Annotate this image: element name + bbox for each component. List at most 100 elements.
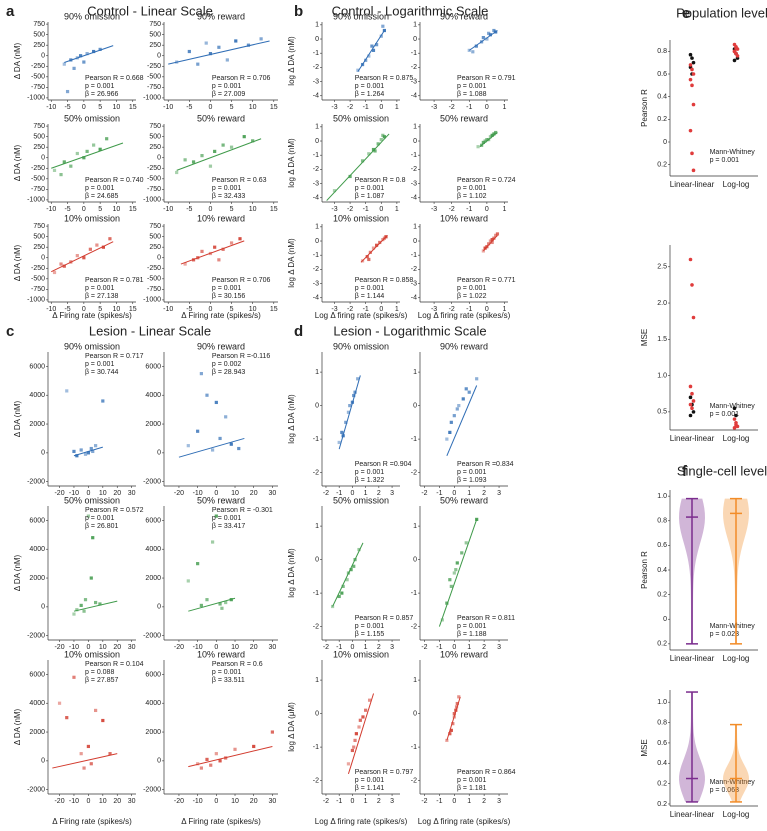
y-tick-label: 0 <box>413 238 417 245</box>
point <box>690 151 694 156</box>
x-tick-label: 1 <box>395 306 399 313</box>
fit-line <box>180 240 245 265</box>
point <box>734 413 738 418</box>
point <box>199 603 203 608</box>
stat-text: β = 1.102 <box>457 193 487 200</box>
y-tick-label: -2000 <box>27 633 45 640</box>
x-tick-label: 5 <box>98 104 102 111</box>
y-tick-label: 1 <box>413 523 417 530</box>
stat-text: p = 0.001 <box>457 777 486 784</box>
point <box>108 752 112 756</box>
x-tick-label: 0 <box>208 206 212 213</box>
x-tick-label: 20 <box>250 644 258 651</box>
fit-line <box>64 45 114 63</box>
x-tick-label: 30 <box>268 490 276 497</box>
y-tick-label: 0 <box>157 155 161 162</box>
panel-title: Lesion - Linear Scale <box>89 323 211 338</box>
x-tick-label: 30 <box>128 490 136 497</box>
point <box>370 44 374 48</box>
x-tick-label: -10 <box>69 644 79 651</box>
point <box>200 154 204 158</box>
x-tick-label: 1 <box>364 490 368 497</box>
point <box>346 410 351 414</box>
y-tick-label: -3 <box>313 180 319 187</box>
x-tick-label: 1 <box>467 644 471 651</box>
point <box>688 384 693 389</box>
point <box>252 744 256 749</box>
y-tick-label: -1 <box>313 252 319 259</box>
point <box>72 675 76 679</box>
point <box>186 444 190 448</box>
point <box>199 766 203 770</box>
stat-text: p = 0.001 <box>212 515 241 522</box>
point <box>187 49 191 54</box>
panel-title: Control - Linear Scale <box>87 3 213 18</box>
fit-line <box>178 437 245 458</box>
subplot-title: 50% reward <box>197 113 245 123</box>
point <box>242 135 246 139</box>
point <box>72 449 76 454</box>
y-tick-label: -1 <box>411 50 417 57</box>
y-tick-label: 1.0 <box>657 699 667 706</box>
point <box>82 766 86 770</box>
point <box>690 83 694 88</box>
point <box>454 705 459 709</box>
point <box>101 245 106 249</box>
y-axis-label: log Δ DA (nM) <box>287 394 296 444</box>
subplot-title: 90% omission <box>64 11 120 21</box>
stat-text: β = 28.943 <box>212 369 246 376</box>
point <box>98 47 102 52</box>
point <box>246 43 251 47</box>
stat-text: Pearson R = 0.572 <box>85 507 144 514</box>
x-tick-label: -1 <box>466 306 472 313</box>
stat-text: Pearson R =0.834 <box>457 461 514 468</box>
point <box>495 232 500 236</box>
x-tick-label: 10 <box>113 306 121 313</box>
annotation: p = 0.001 <box>710 157 739 164</box>
y-tick-label: -4 <box>313 295 319 302</box>
y-tick-label: 1 <box>315 369 319 376</box>
x-tick-label: -2 <box>323 644 329 651</box>
stat-text: p = 0.001 <box>212 669 241 676</box>
stat-text: Pearson R = 0.104 <box>85 661 144 668</box>
point <box>381 24 385 28</box>
x-tick-label: 1 <box>503 306 507 313</box>
point <box>354 732 358 736</box>
point <box>214 400 218 405</box>
point <box>205 598 209 602</box>
subplot-title: 10% reward <box>440 213 488 223</box>
point <box>337 594 341 599</box>
x-tick-label: 0 <box>485 104 489 111</box>
x-tick-label: 30 <box>128 644 136 651</box>
point <box>353 738 357 742</box>
y-axis-label: log Δ DA (nM) <box>287 238 296 288</box>
annotation: Mann-Whitney <box>710 779 756 786</box>
point <box>357 547 361 552</box>
fit-line <box>52 753 118 769</box>
point <box>691 102 696 107</box>
x-tick-label: 20 <box>250 490 258 497</box>
y-tick-label: 1.0 <box>657 372 667 379</box>
subplot-title: 90% omission <box>333 11 389 21</box>
x-tick-label: 10 <box>249 306 257 313</box>
point <box>79 752 83 756</box>
stat-text: Pearson R = 0.875 <box>355 75 414 82</box>
point <box>688 63 693 67</box>
point <box>210 540 215 544</box>
panel-title: Lesion - Logarithmic Scale <box>333 323 486 338</box>
y-tick-label: -3 <box>313 280 319 287</box>
point <box>340 430 344 434</box>
stat-text: Pearson R = 0.724 <box>457 177 516 184</box>
point <box>200 249 204 254</box>
y-tick-label: 6000 <box>145 517 161 524</box>
point <box>224 600 228 605</box>
annotation: Mann-Whitney <box>710 149 756 156</box>
y-tick-label: -1 <box>313 436 319 443</box>
y-tick-label: -1000 <box>143 297 161 304</box>
y-tick-label: 4000 <box>145 546 161 553</box>
y-tick-label: -1 <box>313 590 319 597</box>
point <box>204 41 208 45</box>
point <box>691 399 696 403</box>
x-tick-label: -10 <box>193 644 203 651</box>
subplot-title: 50% reward <box>197 495 245 505</box>
